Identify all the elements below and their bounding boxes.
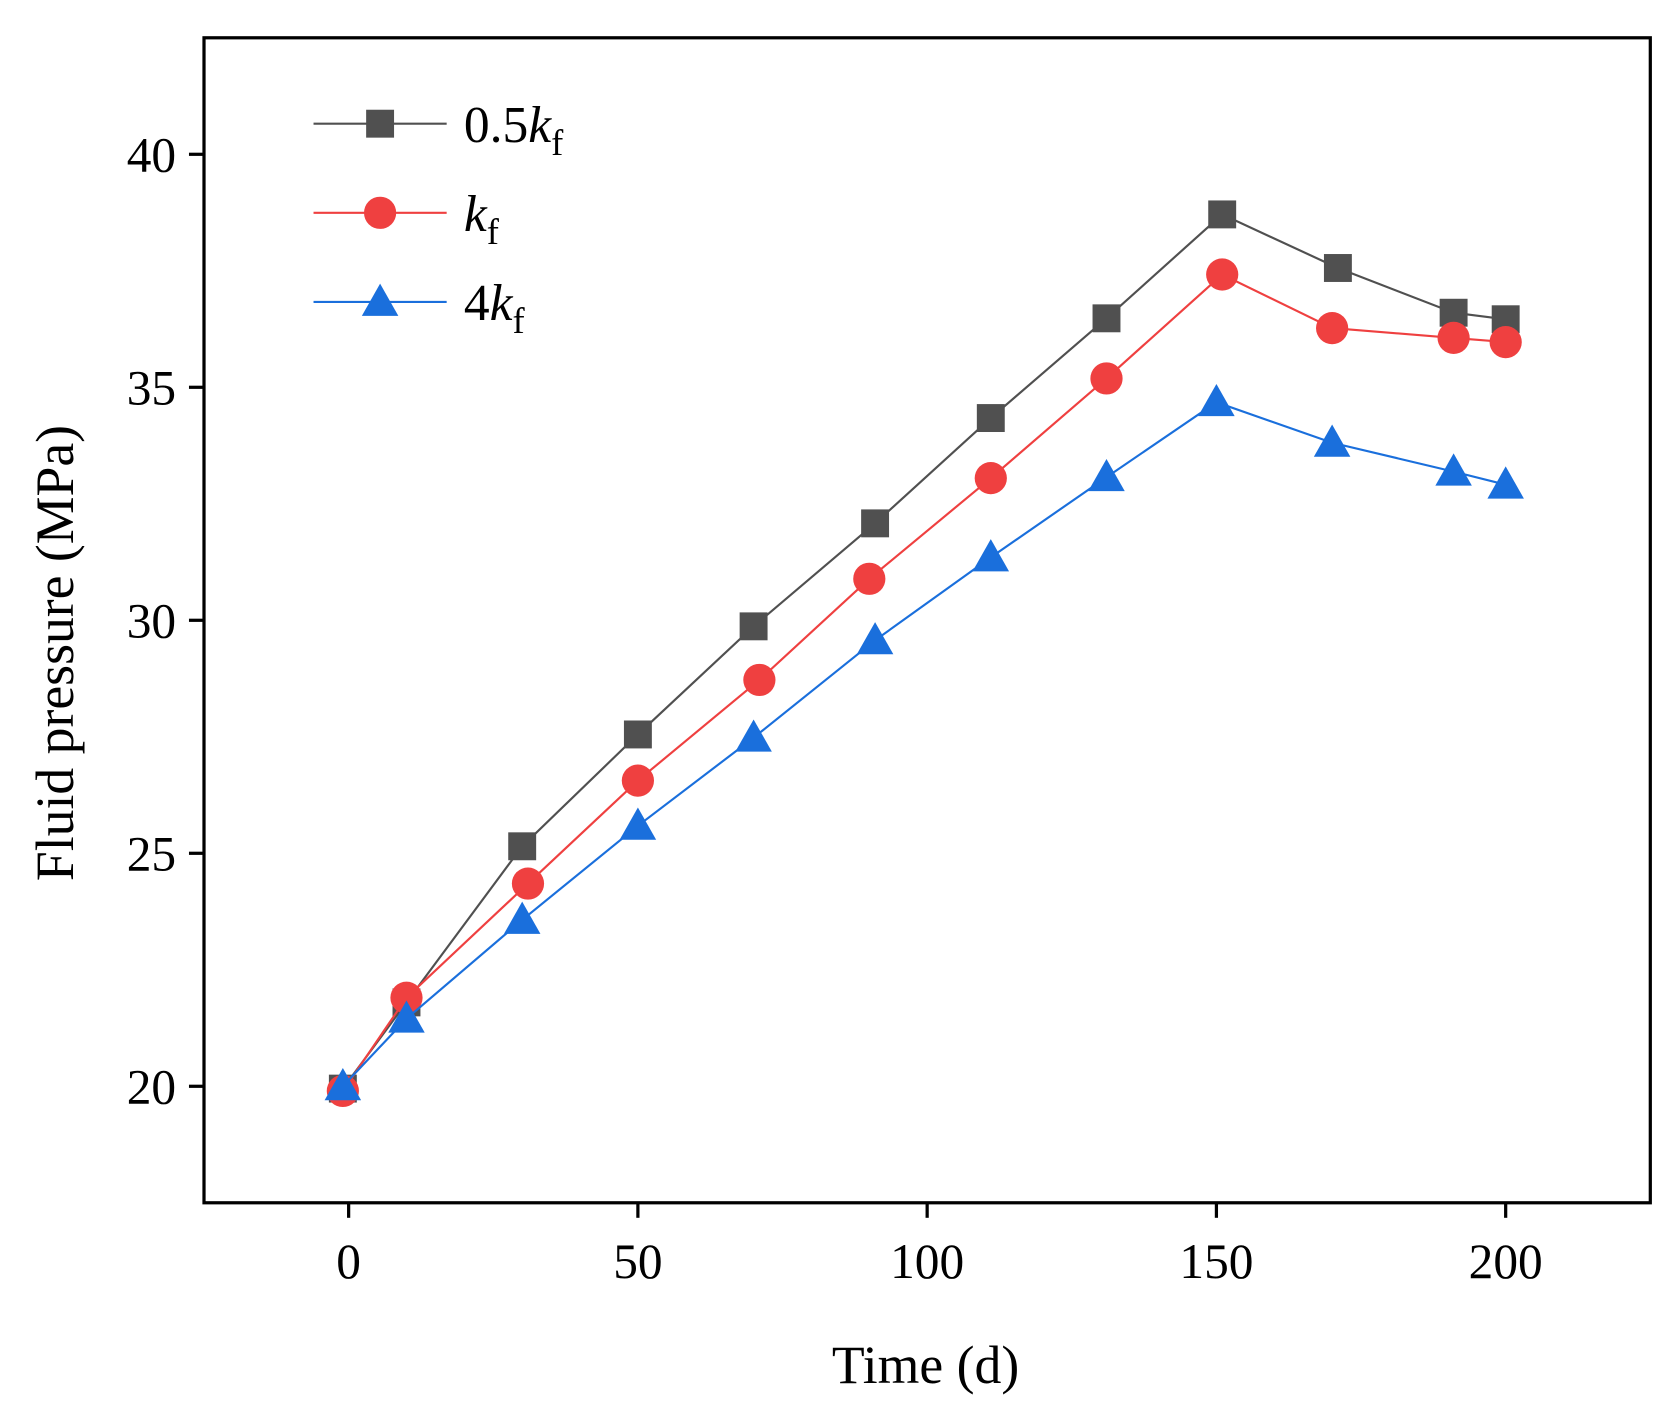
legend-marker: [361, 283, 399, 316]
data-point: [972, 539, 1010, 572]
data-point: [1437, 321, 1470, 355]
y-tick-label: 25: [127, 826, 176, 881]
series-line: [342, 401, 1506, 1088]
data-point: [1313, 424, 1351, 457]
legend-marker: [363, 196, 397, 229]
data-point: [619, 807, 657, 840]
data-point: [390, 981, 423, 1014]
x-tick-label: 0: [336, 1234, 361, 1289]
data-point: [1487, 466, 1524, 499]
data-point: [976, 404, 1005, 433]
legend-marker: [366, 109, 395, 138]
data-point: [324, 1068, 362, 1101]
series-line: [341, 213, 1506, 1090]
y-tick-label: 30: [127, 593, 176, 648]
data-point: [743, 663, 776, 697]
data-point: [508, 832, 537, 861]
data-point: [739, 612, 768, 641]
legend-label: kf: [464, 186, 500, 252]
data-point: [1092, 304, 1121, 333]
axes: 0 50 100 150 200 20 25 30 35 40: [127, 36, 1652, 1289]
data-point: [856, 622, 894, 655]
data-point: [1435, 453, 1472, 486]
data-point: [623, 720, 652, 749]
data-point: [1088, 458, 1125, 492]
x-tick-label: 200: [1469, 1234, 1543, 1289]
data-point: [1206, 258, 1239, 291]
data-point: [1208, 200, 1237, 229]
data-point: [511, 867, 545, 900]
legend-item: kf: [313, 186, 500, 252]
data-point: [853, 562, 886, 595]
legend-label: 4kf: [464, 275, 526, 341]
legend-item: 0.5kf: [313, 97, 564, 163]
legend-label: 0.5kf: [464, 97, 564, 163]
data-point: [1316, 312, 1349, 345]
data-point: [861, 509, 890, 538]
x-tick-label: 150: [1179, 1234, 1253, 1289]
y-tick-label: 20: [127, 1059, 176, 1114]
y-tick-label: 40: [127, 127, 176, 182]
data-point: [503, 901, 541, 934]
legend: 0.5kf kf 4kf: [313, 97, 564, 341]
data-point: [388, 1000, 425, 1033]
series-4k_f: [324, 383, 1524, 1101]
y-tick-label: 35: [127, 360, 176, 415]
y-axis-label: Fluid pressure (MPa): [25, 425, 85, 881]
data-point: [974, 462, 1007, 495]
x-tick-label: 100: [890, 1234, 964, 1289]
data-point: [1090, 362, 1123, 395]
plot-marks: [324, 200, 1524, 1108]
series-k_f: [326, 258, 1522, 1108]
data-point: [1198, 383, 1235, 417]
series-line: [341, 273, 1506, 1092]
data-point: [1489, 325, 1522, 359]
legend-item: 4kf: [313, 275, 526, 341]
data-point: [1323, 254, 1352, 282]
data-point: [621, 764, 655, 797]
x-axis-label: Time (d): [832, 1335, 1019, 1395]
x-tick-label: 50: [613, 1234, 662, 1289]
data-point: [735, 719, 772, 752]
